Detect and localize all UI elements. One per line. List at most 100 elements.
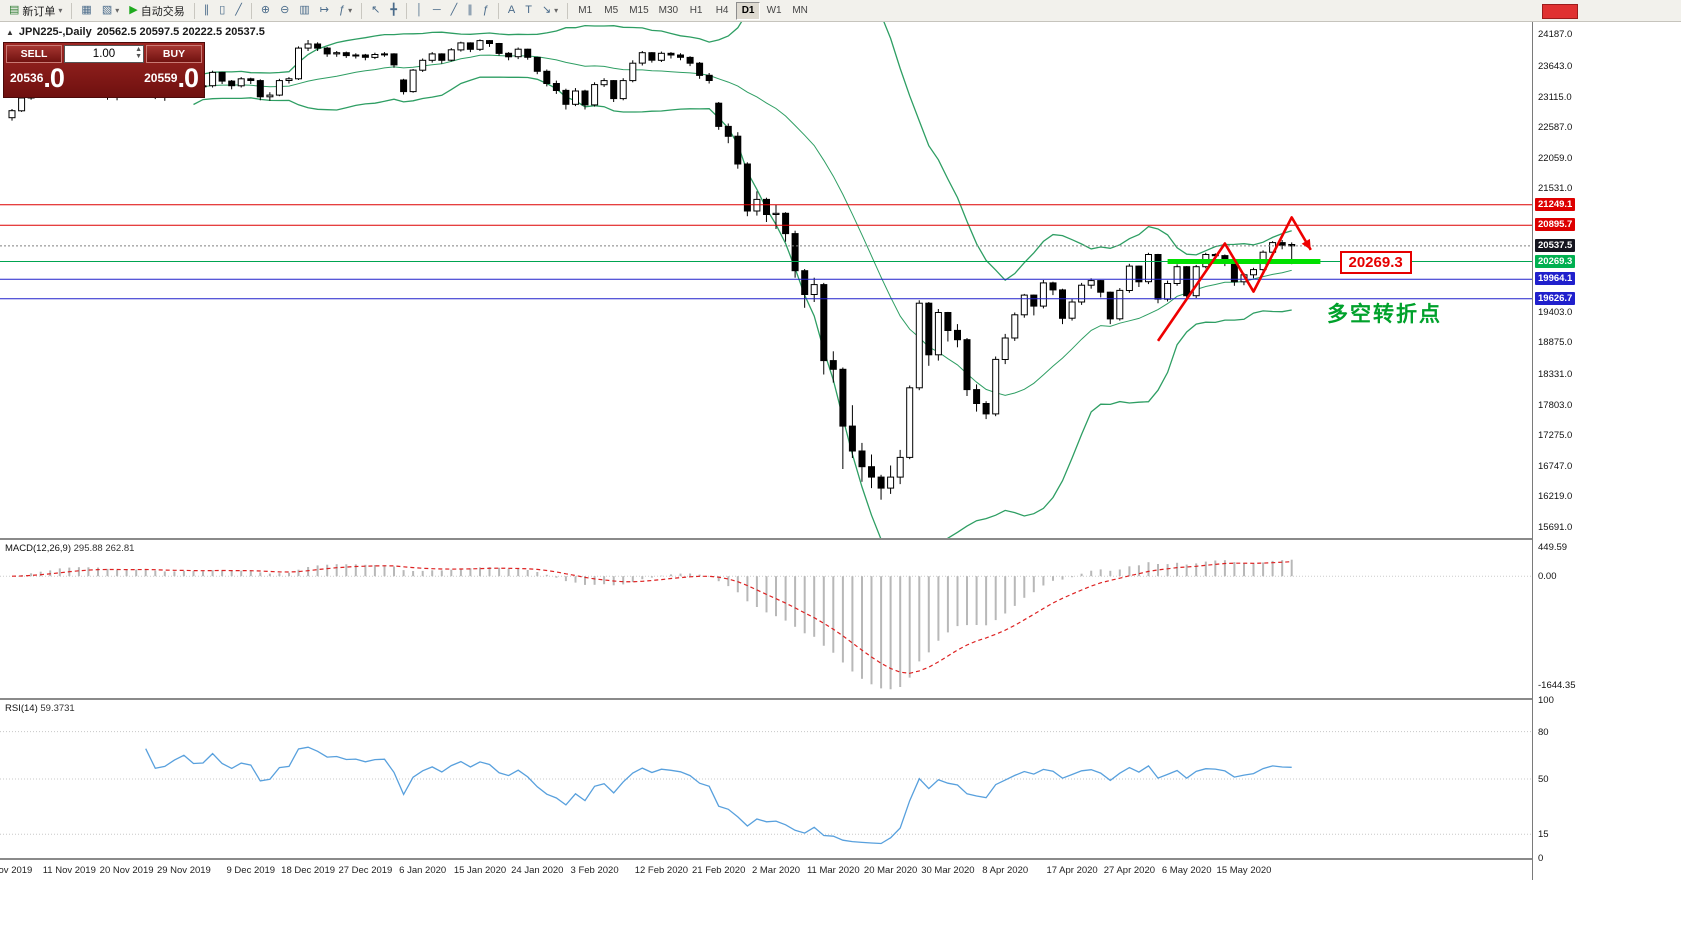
candle-body [810,284,818,296]
candle-body [638,52,646,64]
toolbar-separator [361,2,363,19]
candle-chart-type-button[interactable]: ▯ [215,2,229,20]
date-tick-label: 6 Jan 2020 [399,865,447,876]
candle-body [1164,283,1172,300]
candle-body [839,368,847,427]
price-tick-label: 23115.0 [1538,91,1572,103]
candle-body [428,53,436,61]
buy-button[interactable]: BUY [146,45,202,63]
volume-field[interactable]: 1.00 ▲ ▼ [64,45,144,63]
channel-button[interactable]: ∥ [463,2,477,20]
charts-button[interactable]: ▦ [77,2,95,20]
rsi-label: RSI(14) 59.3731 [5,703,75,714]
candle-body [1288,244,1296,247]
tile-windows-button[interactable]: ▥ [295,2,313,20]
bar-chart-type-button[interactable]: ∥ [200,2,214,20]
bar-chart-icon: ∥ [203,4,210,16]
candle-body [1068,301,1076,319]
buy-price-big-digit: .0 [177,63,199,93]
timeframe-m1[interactable]: M1 [573,2,597,20]
trendline-button[interactable]: ╱ [447,2,462,20]
panel-separator[interactable] [0,698,1681,700]
price-tick-label: 21531.0 [1538,183,1573,195]
candle-body [361,54,369,58]
price-tick-label: 18875.0 [1538,337,1573,349]
auto-scroll-button[interactable]: ↦ [316,2,333,20]
horizontal-line-button[interactable]: ─ [429,2,445,20]
candle-body [505,52,513,58]
sell-button[interactable]: SELL [6,45,62,63]
zoom-out-button[interactable]: ⊖ [276,2,293,20]
cursor-button[interactable]: ↖ [367,2,384,20]
candle-body [256,80,264,98]
volume-spinner[interactable]: ▲ ▼ [135,46,142,60]
candle-body [1030,294,1038,307]
timeframe-m5[interactable]: M5 [599,2,623,20]
macd-indicator-panel[interactable] [0,540,1532,698]
autotrade-button[interactable]: ▶ 自动交易 [125,2,188,20]
crosshair-button[interactable]: ╋ [386,2,401,20]
indicators-button[interactable]: ƒ ▾ [335,2,356,20]
line-chart-icon: ╱ [235,4,242,16]
price-callout[interactable]: 20269.3 [1339,250,1412,274]
candlestick-series [8,39,1296,500]
profiles-button[interactable]: ▧ ▾ [98,2,123,20]
timeframe-h1[interactable]: H1 [684,2,708,20]
alert-indicator[interactable] [1542,4,1578,19]
panel-separator[interactable] [0,858,1681,860]
timeframe-w1[interactable]: W1 [762,2,786,20]
arrow-tool-button[interactable]: ↘ ▾ [538,2,562,20]
rsi-axis-label: 100 [1538,695,1554,706]
timeframe-m15[interactable]: M15 [625,2,652,20]
candle-body [619,80,627,100]
candle-body [763,198,770,215]
fibonacci-button[interactable]: ƒ [479,2,493,20]
date-tick-label: 20 Nov 2019 [99,865,154,876]
panel-separator[interactable] [0,538,1681,540]
candle-body [495,43,503,54]
timeframe-m30[interactable]: M30 [655,2,682,20]
macd-values: 295.88 262.81 [73,543,135,554]
timeframe-mn[interactable]: MN [788,2,812,20]
new-order-button[interactable]: ▤ 新订单 ▾ [5,2,66,20]
candle-body [1001,337,1009,360]
candle-body [228,80,236,87]
line-chart-type-button[interactable]: ╱ [231,2,246,20]
rsi-line [145,746,1292,845]
candle-body [944,312,952,331]
candle-body [18,97,26,112]
price-chart[interactable] [0,22,1532,538]
timeframe-d1[interactable]: D1 [736,1,761,20]
candle-body [925,302,933,356]
date-tick-label: 27 Apr 2020 [1103,865,1156,876]
price-tick-label: 18331.0 [1538,368,1573,380]
annotation-text[interactable]: 多空转折点 [1327,303,1442,327]
rsi-indicator-panel[interactable] [0,700,1532,858]
date-tick-label: 12 Feb 2020 [634,865,689,876]
candle-body [572,90,579,105]
timeframe-h4[interactable]: H4 [710,2,734,20]
candle-body [705,74,713,81]
candle-body [667,52,675,56]
date-tick-label: 11 Nov 2019 [42,865,96,876]
dropdown-caret-icon: ▾ [115,6,120,15]
candle-body [409,69,417,93]
text-icon: A [507,4,516,16]
vertical-line-button[interactable]: │ [412,2,427,20]
text-tool-button[interactable]: A [504,2,519,20]
label-tool-button[interactable]: T [521,2,536,20]
zoom-in-button[interactable]: ⊕ [257,2,274,20]
spinner-up-icon[interactable]: ▲ [135,46,142,53]
toolbar-separator [405,2,407,19]
candle-body [457,42,465,51]
zigzag-trend-arrow[interactable] [1156,216,1312,342]
candle-body [1116,289,1124,320]
spinner-down-icon[interactable]: ▼ [135,53,142,60]
candle-body [543,70,551,84]
candle-body [934,312,942,356]
oneclick-toggle-icon[interactable]: ▲ [6,27,14,37]
date-tick-label: 27 Dec 2019 [338,865,393,876]
toolbar-separator [193,2,195,19]
date-tick-label: 15 Jan 2020 [453,865,507,876]
candle-body [973,389,981,405]
